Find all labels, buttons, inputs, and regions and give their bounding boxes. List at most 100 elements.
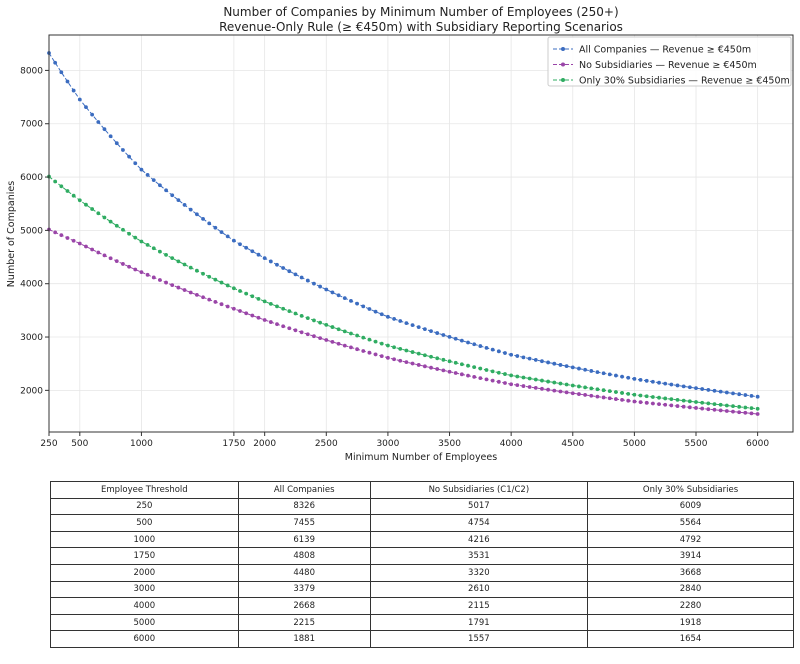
- data-point: [268, 301, 273, 306]
- data-point: [441, 357, 446, 362]
- x-tick-label: 500: [71, 439, 88, 449]
- data-point: [626, 391, 631, 396]
- data-point: [127, 231, 132, 236]
- data-point: [127, 264, 132, 269]
- table-cell: 7455: [237, 514, 371, 532]
- data-point: [201, 271, 205, 276]
- data-point: [583, 393, 587, 397]
- data-point: [268, 320, 273, 324]
- data-point: [373, 309, 378, 314]
- data-point: [225, 234, 230, 239]
- data-point: [151, 178, 156, 183]
- data-point: [188, 207, 193, 212]
- x-axis-label: Minimum Number of Employees: [345, 452, 497, 463]
- data-point: [53, 179, 58, 184]
- legend-label: Only 30% Subsidiaries — Revenue ≥ €450m: [579, 76, 790, 87]
- data-point: [65, 236, 70, 240]
- data-point: [164, 252, 168, 257]
- data-point: [213, 277, 218, 282]
- data-point: [614, 373, 618, 378]
- data-point: [151, 246, 156, 251]
- line-chart: Number of Companies by Minimum Number of…: [6, 5, 794, 463]
- series-line: [48, 176, 758, 410]
- data-point: [570, 383, 575, 388]
- data-point: [706, 407, 711, 412]
- data-point: [638, 393, 643, 398]
- data-point: [145, 173, 150, 177]
- data-point: [188, 265, 193, 270]
- data-point: [657, 402, 661, 407]
- data-point: [170, 283, 175, 287]
- table-row: 3000 3379 2610 2840: [50, 580, 794, 599]
- table-cell: 2115: [369, 597, 589, 615]
- data-point: [435, 331, 440, 335]
- data-point: [540, 359, 544, 364]
- table-cell: 1881: [237, 630, 371, 648]
- table-cell: 4216: [369, 530, 589, 549]
- data-point: [552, 380, 557, 385]
- data-point: [614, 397, 618, 401]
- data-point: [484, 377, 489, 382]
- data-point: [521, 384, 526, 388]
- legend-marker: [561, 47, 565, 51]
- data-point: [121, 148, 125, 152]
- data-point: [53, 60, 58, 65]
- table-cell: 500: [50, 514, 239, 532]
- data-point: [139, 239, 144, 244]
- data-point: [595, 394, 600, 399]
- data-point: [90, 207, 95, 211]
- data-point: [133, 267, 138, 272]
- table-row: 1000 6139 4216 4792: [50, 530, 794, 549]
- data-point: [595, 370, 600, 375]
- data-point: [687, 385, 692, 390]
- data-point: [484, 345, 489, 350]
- series-line: [48, 52, 758, 398]
- data-point: [53, 230, 58, 235]
- data-point: [429, 329, 433, 334]
- data-point: [84, 202, 88, 207]
- data-point: [601, 388, 606, 393]
- data-point: [478, 344, 483, 348]
- data-point: [256, 296, 261, 301]
- data-point: [158, 278, 162, 282]
- data-point: [620, 397, 624, 402]
- data-point: [496, 379, 501, 384]
- data-point: [595, 387, 600, 392]
- y-tick-label: 6000: [20, 173, 43, 183]
- data-point: [90, 247, 95, 252]
- data-point: [632, 399, 637, 404]
- data-point: [398, 358, 403, 363]
- table-row: 2000 4480 3320 3668: [50, 563, 794, 582]
- data-point: [151, 275, 156, 280]
- data-point: [410, 361, 415, 366]
- table-cell: 6000: [50, 630, 239, 648]
- data-point: [355, 347, 360, 352]
- legend-label: All Companies — Revenue ≥ €450m: [579, 45, 751, 56]
- data-point: [336, 327, 341, 332]
- data-point: [250, 313, 255, 318]
- data-point: [194, 292, 199, 297]
- data-point: [527, 385, 532, 389]
- data-point: [84, 105, 88, 110]
- data-point: [299, 313, 304, 318]
- data-point: [361, 335, 366, 340]
- data-point: [287, 309, 292, 314]
- data-point: [108, 256, 113, 261]
- data-point: [558, 381, 563, 386]
- data-point: [515, 354, 520, 358]
- data-point: [509, 382, 514, 387]
- data-point: [121, 227, 125, 232]
- data-point: [386, 314, 390, 319]
- data-point: [589, 386, 594, 391]
- data-point: [231, 238, 236, 243]
- data-point: [355, 301, 360, 306]
- data-point: [219, 302, 224, 307]
- data-point: [77, 198, 82, 203]
- data-point: [324, 322, 329, 327]
- data-point: [318, 284, 323, 289]
- y-tick-label: 7000: [20, 120, 43, 130]
- data-point: [392, 357, 396, 362]
- data-point: [737, 404, 742, 409]
- data-point: [318, 336, 323, 341]
- data-point: [552, 361, 557, 366]
